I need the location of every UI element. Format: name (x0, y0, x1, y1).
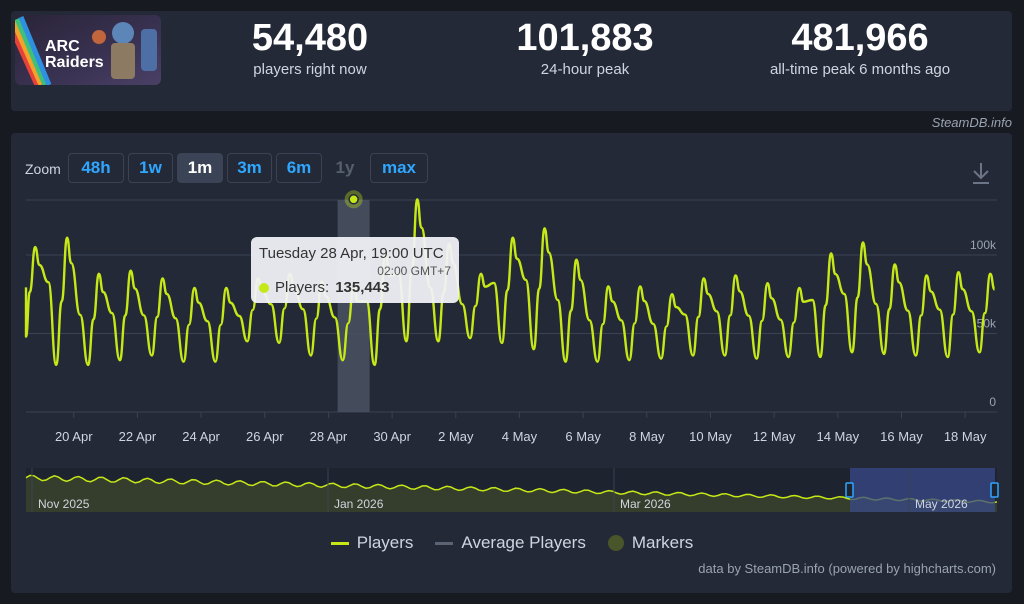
legend-players-label: Players (356, 533, 414, 552)
legend-average[interactable]: Average Players (435, 533, 586, 553)
game-logo-line-2: Raiders (45, 54, 104, 71)
stat-24h-peak-value: 101,883 (516, 17, 654, 59)
download-icon[interactable] (970, 160, 992, 186)
legend-average-label: Average Players (461, 533, 586, 552)
stat-all-time-peak-label: all-time peak 6 months ago (769, 61, 951, 78)
legend-players-swatch (330, 541, 349, 545)
stat-24h-peak: 101,883 24-hour peak (485, 16, 685, 80)
stat-current: 54,480 players right now (210, 16, 410, 80)
tooltip-row: Players: 135,443 (259, 279, 389, 296)
zoom-max-button[interactable]: max (370, 153, 428, 183)
stat-all-time-peak-value: 481,966 (791, 17, 929, 59)
tooltip: Tuesday 28 Apr, 19:00 UTC 02:00 GMT+7 Pl… (251, 237, 459, 303)
zoom-1m-button[interactable]: 1m (177, 153, 223, 183)
legend: Players Average Players Markers (0, 533, 1024, 553)
zoom-1w-button[interactable]: 1w (128, 153, 173, 183)
tooltip-value: 135,443 (335, 279, 390, 296)
zoom-48h-button[interactable]: 48h (68, 153, 124, 183)
zoom-label: Zoom (25, 161, 61, 177)
zoom-6m-button[interactable]: 6m (276, 153, 322, 183)
zoom-1y-button[interactable]: 1y (326, 153, 364, 183)
steamdb-credit-top[interactable]: SteamDB.info (931, 115, 1012, 130)
game-banner[interactable]: ARC Raiders (15, 15, 161, 85)
chart-panel (11, 133, 1012, 593)
chart-credit[interactable]: data by SteamDB.info (powered by highcha… (698, 561, 996, 576)
tooltip-subtitle: 02:00 GMT+7 (377, 264, 451, 278)
stat-all-time-peak: 481,966 all-time peak 6 months ago (740, 16, 980, 80)
game-banner-image: ARC Raiders (15, 15, 161, 85)
tooltip-title: Tuesday 28 Apr, 19:00 UTC (259, 245, 444, 262)
game-logo-line-1: ARC (45, 38, 80, 55)
stat-24h-peak-label: 24-hour peak (540, 61, 630, 78)
legend-markers-label: Markers (631, 533, 694, 552)
legend-markers[interactable]: Markers (607, 533, 694, 553)
legend-average-swatch (435, 541, 454, 545)
stat-current-label: players right now (253, 61, 367, 78)
tooltip-series-label: Players: (275, 279, 330, 296)
tooltip-series-dot (259, 282, 269, 293)
legend-players[interactable]: Players (330, 533, 414, 553)
stat-current-value: 54,480 (251, 17, 369, 59)
stats-bar (11, 11, 1012, 111)
zoom-3m-button[interactable]: 3m (227, 153, 272, 183)
legend-markers-swatch (607, 535, 624, 551)
